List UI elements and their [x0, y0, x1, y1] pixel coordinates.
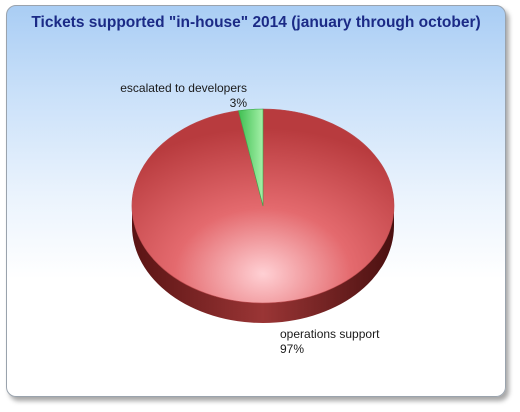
- value-label-operations-support: 97%: [280, 342, 304, 356]
- value-label-escalated-to-developers: 3%: [230, 96, 248, 110]
- pie-side-operations-support: [132, 206, 394, 323]
- chart-title: Tickets supported "in-house" 2014 (janua…: [31, 14, 481, 31]
- label-escalated-to-developers: escalated to developers: [120, 81, 247, 95]
- pie-slice-escalated-to-developers: [238, 108, 264, 207]
- label-operations-support: operations support: [280, 327, 380, 341]
- chart-panel: Tickets supported "in-house" 2014 (janua…: [6, 5, 506, 397]
